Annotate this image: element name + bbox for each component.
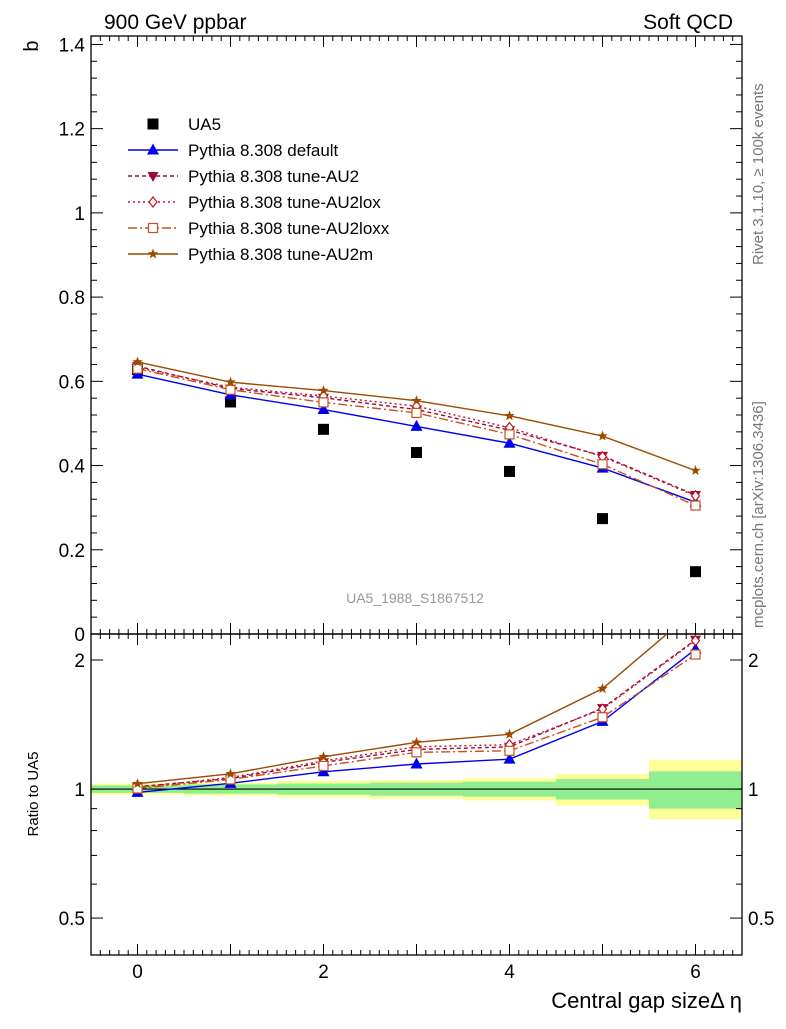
ratio-data-point [690, 649, 701, 660]
legend-marker [148, 196, 158, 208]
ratio-data-point [411, 736, 422, 747]
main-data-point [317, 403, 330, 415]
main-data-point [690, 500, 701, 511]
y-tick-label: 0.2 [59, 541, 85, 562]
main-data-point [597, 430, 608, 441]
main-data-point [132, 356, 143, 367]
main-data-point [504, 429, 515, 440]
ratio-data-point [225, 768, 236, 779]
main-data-point [225, 384, 236, 395]
main-data-point [690, 465, 701, 476]
ratio-data-point [411, 747, 422, 758]
legend-label: Pythia 8.308 tune-AU2loxx [188, 219, 390, 238]
header-left-label: 900 GeV ppbar [104, 11, 246, 34]
main-data-point [597, 513, 608, 525]
legend-marker [147, 222, 159, 234]
y-tick-label: 1.2 [59, 120, 85, 141]
main-data-point [410, 419, 423, 431]
main-series-line [137, 373, 696, 503]
main-data-point [504, 410, 515, 421]
y-tick-label: 0.8 [59, 288, 85, 309]
y-tick-label: 1 [74, 204, 85, 225]
legend-label: UA5 [188, 115, 221, 134]
analysis-id-label: UA5_1988_S1867512 [346, 590, 484, 606]
x-tick-label: 0 [132, 962, 143, 983]
ratio-data-point [318, 760, 329, 772]
main-data-point [318, 385, 329, 396]
main-ylabel: b [21, 40, 43, 51]
mcplots-label: mcplots.cern.ch [arXiv:1306.3436] [750, 401, 767, 628]
ratio-y-tick-label-right: 0.5 [748, 909, 774, 930]
x-tick-label: 6 [690, 962, 701, 983]
legend-label: Pythia 8.308 tune-AU2m [188, 245, 373, 264]
main-data-point [411, 395, 422, 406]
main-data-point [411, 446, 422, 458]
ratio-data-point [690, 634, 701, 647]
x-tick-label: 2 [318, 962, 329, 983]
main-series-line [137, 368, 696, 507]
ratio-y-tick-label: 2 [74, 651, 85, 672]
x-tick-label: 4 [504, 962, 515, 983]
main-data-point [504, 465, 515, 477]
main-data-point [503, 436, 516, 448]
ratio-series-line [137, 648, 696, 794]
ratio-ylabel: Ratio to UA5 [25, 751, 42, 836]
main-data-point [132, 363, 143, 374]
ratio-data-point [504, 728, 515, 739]
ratio-y-tick-label-right: 2 [748, 651, 759, 672]
y-tick-label: 0.6 [59, 372, 85, 393]
ratio-data-point [318, 751, 329, 762]
ratio-data-point [225, 774, 236, 785]
ratio-data-point [504, 745, 515, 756]
main-data-point [597, 459, 608, 470]
legend-marker [147, 248, 159, 259]
ratio-data-point [597, 683, 608, 694]
ratio-series-group [131, 604, 702, 797]
header-right-label: Soft QCD [643, 11, 733, 34]
legend-label: Pythia 8.308 tune-AU2lox [188, 193, 381, 212]
main-data-point [225, 396, 236, 408]
main-data-point [318, 423, 329, 435]
ratio-data-point [410, 757, 423, 769]
ratio-y-tick-label: 1 [74, 780, 85, 801]
legend-label: Pythia 8.308 default [188, 141, 339, 160]
ratio-data-point [690, 604, 700, 614]
x-axis-label: Central gap sizeΔ η [551, 988, 742, 1013]
legend-marker [147, 143, 159, 155]
y-tick-label: 0 [74, 625, 85, 646]
main-data-point [690, 566, 701, 578]
y-tick-label: 0.4 [59, 457, 86, 478]
ratio-data-point [597, 712, 608, 723]
legend-label: Pythia 8.308 tune-AU2 [188, 167, 359, 186]
ratio-y-tick-label: 0.5 [59, 909, 85, 930]
main-data-point [318, 397, 329, 408]
y-tick-label: 1.4 [59, 35, 86, 56]
ratio-y-tick-label-right: 1 [748, 780, 759, 801]
rivet-version-label: Rivet 3.1.10, ≥ 100k events [750, 83, 767, 265]
main-data-point [225, 376, 236, 387]
legend-marker [147, 118, 159, 130]
main-data-point [411, 407, 422, 419]
ratio-data-point [132, 778, 143, 789]
ratio-inner-band [649, 771, 742, 809]
legend-marker [147, 172, 159, 182]
ratio-data-point [503, 752, 516, 764]
